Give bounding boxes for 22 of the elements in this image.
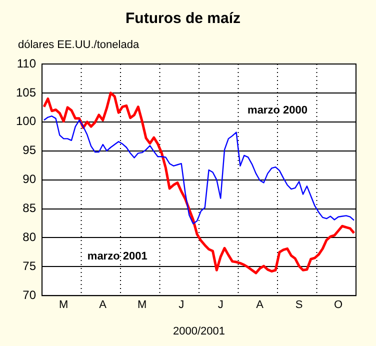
y-tick-label: 105 (16, 85, 36, 100)
x-tick-label: S (295, 299, 303, 312)
y-tick-label: 110 (16, 56, 36, 70)
y-tick-label: 90 (22, 172, 36, 186)
y-tick-label: 95 (22, 143, 36, 158)
x-tick-label: M (138, 299, 147, 312)
y-tick-label: 70 (22, 288, 36, 302)
y-tick-label: 100 (16, 114, 36, 128)
y-tick-label: 75 (22, 258, 36, 273)
y-tick-label: 80 (22, 230, 36, 244)
y-axis-title: dólares EE.UU./tonelada (18, 39, 140, 51)
x-tick-label: A (99, 299, 108, 312)
x-tick-label: J (178, 299, 184, 312)
x-axis-title: 2000/2001 (173, 325, 226, 338)
x-tick-label: J (218, 299, 224, 312)
annotation: marzo 2000 (248, 104, 308, 116)
x-tick-label: A (256, 299, 264, 312)
y-tick-label: 85 (22, 201, 36, 216)
x-tick-label: M (59, 299, 68, 312)
x-tick-label: O (334, 299, 344, 312)
annotation: marzo 2001 (87, 250, 148, 262)
chart-title: Futuros de maíz (125, 10, 241, 28)
